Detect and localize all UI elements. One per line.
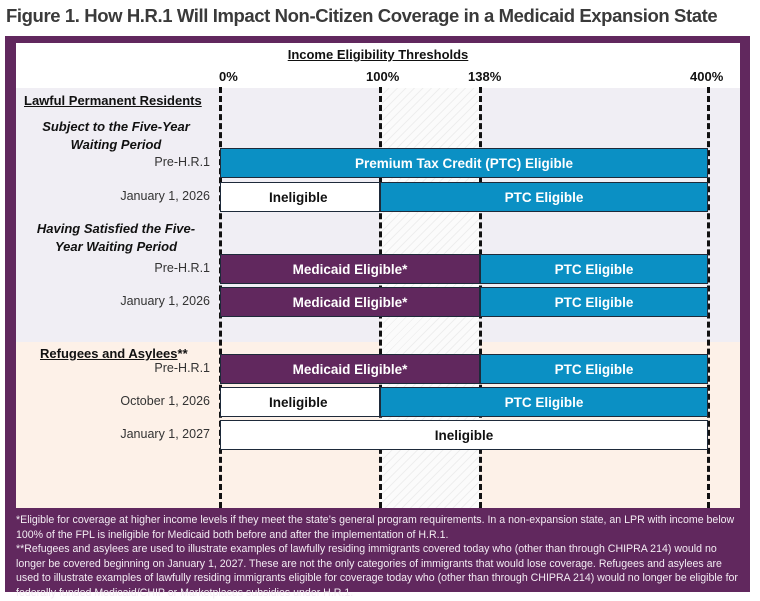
bar-ptc: PTC Eligible [480, 287, 708, 317]
bar-label: Medicaid Eligible* [292, 261, 408, 277]
bar-medicaid: Medicaid Eligible* [220, 254, 480, 284]
bar-label: PTC Eligible [554, 361, 634, 377]
group-heading-waiting-line1: Subject to the Five-Year [42, 119, 190, 134]
row-label: Pre-H.R.1 [154, 361, 210, 375]
row-label: January 1, 2027 [120, 427, 210, 441]
bar-label: PTC Eligible [554, 294, 634, 310]
bar-label: Ineligible [434, 427, 494, 443]
bar-ptc: PTC Eligible [480, 354, 708, 384]
bar-label: Medicaid Eligible* [292, 361, 408, 377]
threshold-line-400pct [707, 87, 710, 508]
bar-ptc: PTC Eligible [480, 254, 708, 284]
row-label: October 1, 2026 [120, 394, 210, 408]
group-heading-satisfied-line1: Having Satisfied the Five- [36, 221, 196, 236]
bar-ptc: Premium Tax Credit (PTC) Eligible [220, 148, 708, 178]
chart-area: Income Eligibility Thresholds 0% 100% 138%… [16, 43, 740, 508]
bar-label: Ineligible [269, 394, 328, 410]
refugee-heading-suffix: ** [177, 346, 188, 361]
group-heading-waiting-line2: Waiting Period [70, 137, 162, 152]
threshold-label: 100% [366, 69, 400, 84]
threshold-label: 138% [468, 69, 502, 84]
bar-label: PTC Eligible [504, 394, 584, 410]
bar-label: Premium Tax Credit (PTC) Eligible [354, 155, 574, 171]
refugee-heading-text: Refugees and Asylees [40, 346, 178, 361]
bar-label: PTC Eligible [504, 189, 584, 205]
bar-medicaid: Medicaid Eligible* [220, 287, 480, 317]
bar-label: Medicaid Eligible* [292, 294, 408, 310]
group-heading-satisfied: Having Satisfied the Five- Year Waiting … [20, 220, 212, 256]
footnotes: *Eligible for coverage at higher income … [16, 513, 742, 601]
group-heading-waiting: Subject to the Five-Year Waiting Period [20, 118, 212, 154]
row-label: Pre-H.R.1 [154, 155, 210, 169]
thresholds-title: Income Eligibility Thresholds [287, 47, 469, 62]
bar-label: PTC Eligible [554, 261, 634, 277]
group-heading-satisfied-line2: Year Waiting Period [54, 239, 178, 254]
threshold-label: 400% [690, 69, 724, 84]
lpr-heading: Lawful Permanent Residents [24, 93, 202, 108]
refugee-heading: Refugees and Asylees** [40, 346, 188, 361]
footnote-refugees: **Refugees and asylees are used to illus… [16, 543, 738, 599]
bar-ptc: PTC Eligible [380, 182, 708, 212]
bar-medicaid: Medicaid Eligible* [220, 354, 480, 384]
bar-label: Ineligible [269, 189, 328, 205]
bar-ineligible: Ineligible [220, 182, 380, 212]
row-label: January 1, 2026 [120, 294, 210, 308]
footnote-medicaid: *Eligible for coverage at higher income … [16, 514, 735, 541]
bar-ptc: PTC Eligible [380, 387, 708, 417]
figure-title: Figure 1. How H.R.1 Will Impact Non-Citi… [6, 5, 718, 26]
bar-ineligible: Ineligible [220, 387, 380, 417]
threshold-label: 0% [219, 69, 238, 84]
row-label: Pre-H.R.1 [154, 261, 210, 275]
bar-ineligible: Ineligible [220, 420, 708, 450]
row-label: January 1, 2026 [120, 189, 210, 203]
